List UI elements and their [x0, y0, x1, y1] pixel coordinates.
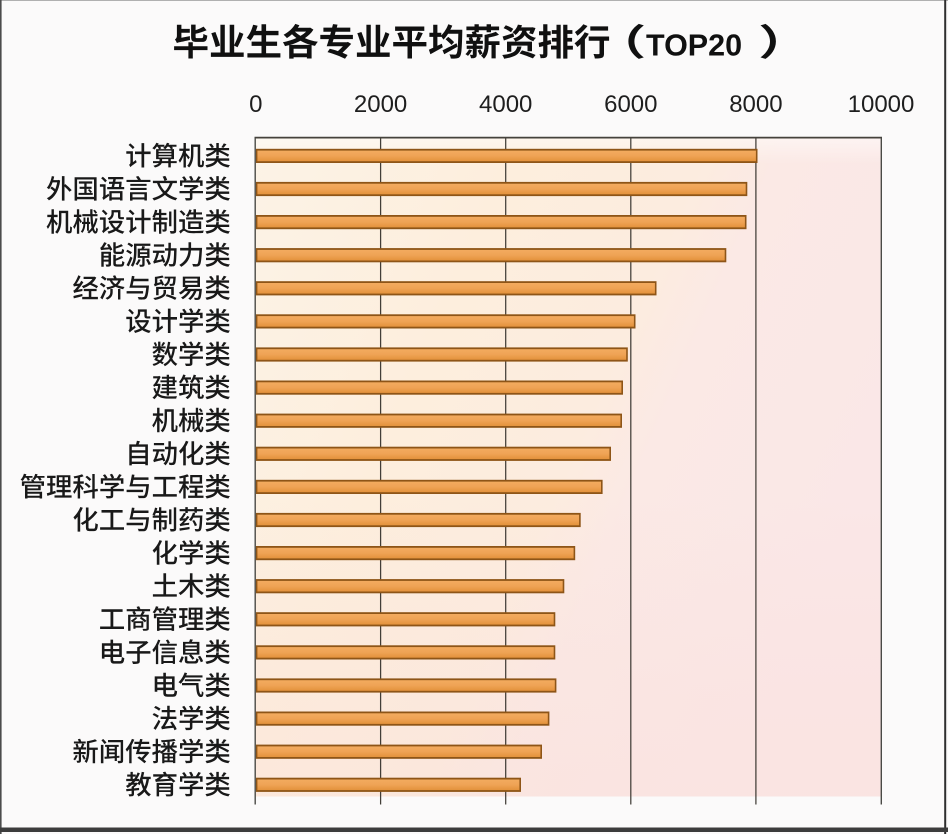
svg-text:0: 0 — [249, 91, 262, 118]
svg-text:8000: 8000 — [729, 91, 782, 118]
svg-text:10000: 10000 — [848, 91, 915, 118]
svg-text:6000: 6000 — [604, 91, 657, 118]
svg-text:2000: 2000 — [354, 91, 407, 118]
svg-text:TOP20: TOP20 — [646, 29, 742, 63]
svg-text:4000: 4000 — [479, 91, 532, 118]
